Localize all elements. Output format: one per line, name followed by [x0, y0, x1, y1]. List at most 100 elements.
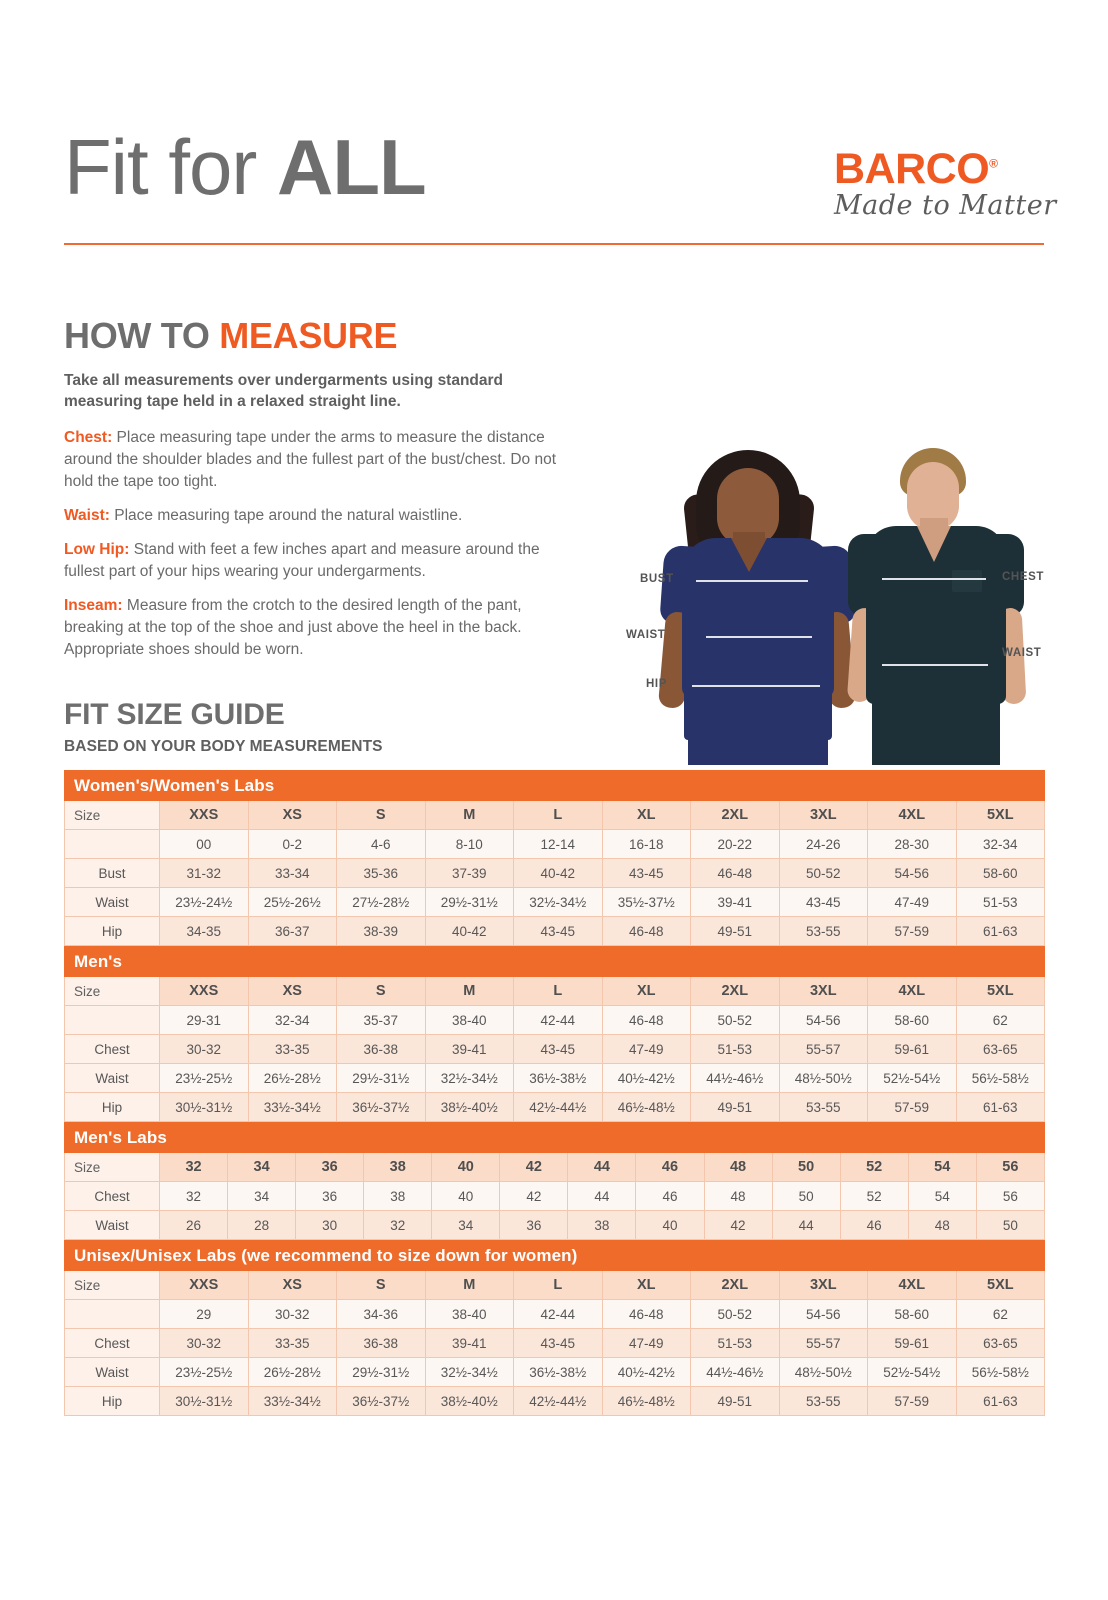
- label-waist-left: WAIST: [626, 629, 666, 641]
- measurement-cell: 29-31: [159, 1005, 249, 1035]
- measurement-row-label: Hip: [64, 916, 160, 946]
- masthead: Fit for ALL BARCO® Made to Matter: [64, 128, 1057, 250]
- measurement-cell: 34-35: [159, 916, 249, 946]
- measurement-cell: 58-60: [867, 1005, 957, 1035]
- measurement-cell: 42-44: [513, 1299, 603, 1329]
- size-header-cell: 4XL: [867, 976, 957, 1006]
- measurement-cell: 58-60: [867, 1299, 957, 1329]
- measurement-cell: 52½-54½: [867, 1063, 957, 1093]
- measurement-cell: 40-42: [424, 916, 514, 946]
- size-header-cell: XL: [601, 1270, 691, 1300]
- size-header-cell: 4XL: [867, 1270, 957, 1300]
- measurement-cell: 38: [567, 1210, 637, 1240]
- barco-logo: BARCO® Made to Matter: [834, 148, 1057, 221]
- measurement-cell: 46-48: [690, 858, 780, 888]
- size-header-cell: 2XL: [690, 976, 780, 1006]
- measurement-cell: 46½-48½: [601, 1092, 691, 1122]
- measurement-row-label: Chest: [64, 1034, 160, 1064]
- measure-item-inseam: Inseam: Measure from the crotch to the d…: [64, 595, 574, 661]
- table-row: Chest 30-32 33-35 36-38 39-41 43-45 47-49 51-53…: [64, 1034, 1046, 1064]
- man-scrub-pants: [872, 698, 1000, 765]
- page-title-light: Fit for: [64, 123, 278, 211]
- size-header-cell: XS: [247, 800, 337, 830]
- measurement-cell: 35-36: [336, 858, 426, 888]
- measurement-cell: 38: [363, 1181, 433, 1211]
- measurement-cell: 42-44: [513, 1005, 603, 1035]
- table-row: Chest 32 34 36 38 40 42 44 46 48 50 52 54 56: [64, 1181, 1045, 1211]
- table-row: Hip 30½-31½ 33½-34½ 36½-37½ 38½-40½ 42½-44½ 46…: [64, 1386, 1046, 1416]
- measurement-cell: 47-49: [601, 1328, 691, 1358]
- measurement-cell: 44: [771, 1210, 841, 1240]
- measurement-cell: 24-26: [778, 829, 868, 859]
- measurement-row-label: Waist: [64, 1063, 160, 1093]
- measurement-cell: 61-63: [955, 916, 1046, 946]
- size-header-cell: L: [513, 1270, 603, 1300]
- measurement-cell: 39-41: [424, 1328, 514, 1358]
- measurement-cell: 49-51: [690, 1092, 780, 1122]
- table-row: 29-31 32-34 35-37 38-40 42-44 46-48 50-52 54-56…: [64, 1005, 1046, 1035]
- size-header-cell: 38: [363, 1152, 433, 1182]
- size-header-cell: 5XL: [955, 1270, 1046, 1300]
- measurement-cell: 30: [295, 1210, 365, 1240]
- measurement-cell: 49-51: [690, 916, 780, 946]
- measurement-cell: 51-53: [690, 1034, 780, 1064]
- measurement-cell: 43-45: [513, 1034, 603, 1064]
- measurement-cell: 42: [499, 1181, 569, 1211]
- table-section-band: Men's Labs: [64, 1122, 1045, 1153]
- measurement-cell: 59-61: [867, 1034, 957, 1064]
- measurement-cell: 29½-31½: [336, 1063, 426, 1093]
- table-header-row: Size XXS XS S M L XL 2XL 3XL 4XL 5XL: [64, 800, 1046, 830]
- measurement-cell: 33-35: [247, 1328, 337, 1358]
- measurement-cell: 44½-46½: [690, 1063, 780, 1093]
- measure-term-inseam: Inseam:: [64, 596, 123, 614]
- chest-measure-line: [882, 578, 986, 580]
- measurement-cell: 36½-38½: [513, 1063, 603, 1093]
- size-header-cell: 46: [635, 1152, 705, 1182]
- size-header-cell: 5XL: [955, 800, 1046, 830]
- measurement-row-label: [64, 1299, 160, 1329]
- size-header-cell: S: [336, 1270, 426, 1300]
- measurement-cell: 46-48: [601, 1005, 691, 1035]
- measure-text-inseam: Measure from the crotch to the desired l…: [64, 596, 522, 658]
- measurement-cell: 50-52: [778, 858, 868, 888]
- logo-tagline: Made to Matter: [834, 190, 1057, 221]
- measurement-cell: 42½-44½: [513, 1092, 603, 1122]
- measurement-cell: 34-36: [336, 1299, 426, 1329]
- size-table: Unisex/Unisex Labs (we recommend to size…: [63, 1240, 1046, 1416]
- size-header-cell: XL: [601, 800, 691, 830]
- table-row: Hip 30½-31½ 33½-34½ 36½-37½ 38½-40½ 42½-44½ 46…: [64, 1092, 1046, 1122]
- size-header-cell: M: [424, 1270, 514, 1300]
- measurement-cell: 48: [703, 1181, 773, 1211]
- measurement-cell: 57-59: [867, 916, 957, 946]
- measurement-row-label: Hip: [64, 1386, 160, 1416]
- size-header-cell: S: [336, 800, 426, 830]
- measurement-cell: 30-32: [159, 1328, 249, 1358]
- measurement-cell: 20-22: [690, 829, 780, 859]
- measurement-cell: 36-38: [336, 1328, 426, 1358]
- size-header-cell: 50: [771, 1152, 841, 1182]
- measurement-row-label: Chest: [64, 1328, 160, 1358]
- size-header-cell: XXS: [159, 1270, 249, 1300]
- size-column-label: Size: [64, 976, 160, 1006]
- measurement-cell: 57-59: [867, 1386, 957, 1416]
- measurement-cell: 32½-34½: [513, 887, 603, 917]
- measurement-cell: 29½-31½: [424, 887, 514, 917]
- measurement-cell: 25½-26½: [247, 887, 337, 917]
- measurement-cell: 40½-42½: [601, 1357, 691, 1387]
- size-header-cell: 3XL: [778, 1270, 868, 1300]
- table-row: Hip 34-35 36-37 38-39 40-42 43-45 46-48 49-51 53…: [64, 916, 1046, 946]
- measurement-cell: 63-65: [955, 1328, 1046, 1358]
- table-row: Bust 31-32 33-34 35-36 37-39 40-42 43-45 46-48 5…: [64, 858, 1046, 888]
- measurement-cell: 29½-31½: [336, 1357, 426, 1387]
- measurement-cell: 53-55: [778, 1092, 868, 1122]
- models-illustration: BUST WAIST HIP CHEST WAIST: [600, 420, 1050, 765]
- measurement-cell: 46: [839, 1210, 909, 1240]
- measurement-row-label: Bust: [64, 858, 160, 888]
- measurement-cell: 35-37: [336, 1005, 426, 1035]
- measurement-cell: 44½-46½: [690, 1357, 780, 1387]
- measurement-cell: 33-35: [247, 1034, 337, 1064]
- fit-size-guide-subheading: BASED ON YOUR BODY MEASUREMENTS: [64, 738, 383, 755]
- measure-item-low-hip: Low Hip: Stand with feet a few inches ap…: [64, 539, 574, 583]
- measure-term-chest: Chest:: [64, 428, 113, 446]
- fit-size-guide-header: FIT SIZE GUIDE BASED ON YOUR BODY MEASUR…: [64, 698, 564, 756]
